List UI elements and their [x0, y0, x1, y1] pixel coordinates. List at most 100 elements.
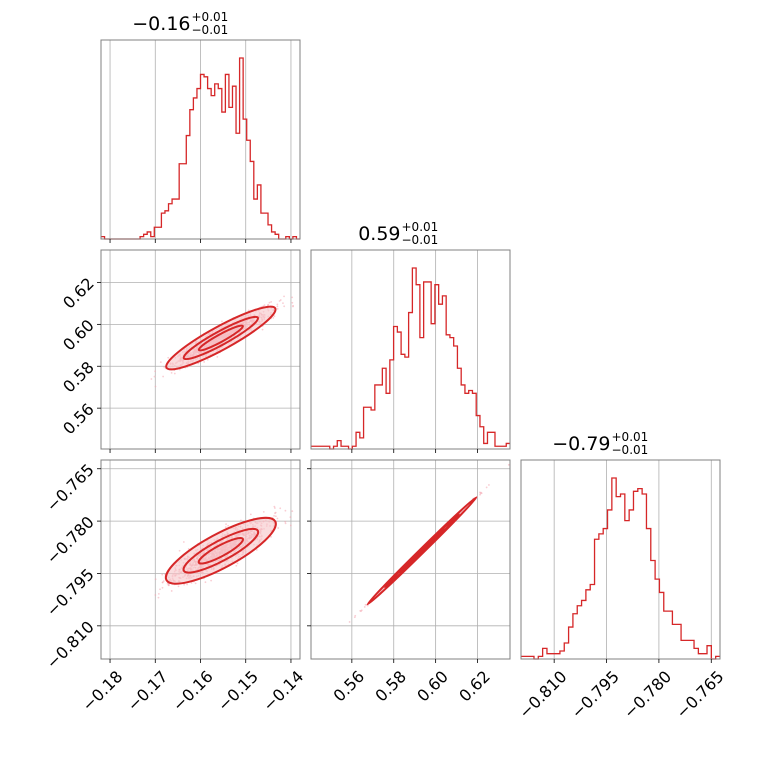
- sample-point: [270, 301, 273, 303]
- sample-point: [224, 526, 227, 529]
- ticks-layer: [97, 239, 712, 663]
- sample-point: [261, 328, 264, 331]
- sample-point: [236, 562, 239, 565]
- sample-point: [235, 564, 238, 567]
- sample-point: [282, 302, 284, 304]
- param-title-lower-2: −0.01: [612, 443, 649, 457]
- y-tick-label: 0.60: [59, 316, 98, 355]
- sample-point: [167, 356, 170, 359]
- x-tick-label: −0.18: [78, 667, 126, 715]
- sample-point: [150, 378, 153, 380]
- x-tick-label: 0.58: [371, 667, 410, 706]
- param-title-value-1: 0.59: [358, 223, 400, 245]
- param-title-value-2: −0.79: [552, 433, 610, 455]
- sample-point: [268, 301, 271, 304]
- sample-point: [276, 308, 279, 310]
- sample-point: [161, 573, 164, 576]
- sample-point: [273, 315, 276, 318]
- param-title-value-0: −0.16: [132, 13, 190, 35]
- sample-point: [262, 510, 265, 513]
- x-tick-label: 0.62: [455, 667, 494, 706]
- sample-point: [289, 516, 292, 519]
- sample-point: [159, 361, 162, 364]
- marks-layer: [101, 57, 720, 660]
- param-title-upper-0: +0.01: [192, 10, 229, 24]
- sample-point: [249, 513, 252, 516]
- sample-point: [284, 522, 287, 525]
- histogram-p0: [101, 57, 300, 240]
- x-tick-label: −0.810: [515, 667, 570, 722]
- sample-point: [197, 362, 200, 365]
- sample-point: [161, 586, 164, 589]
- sample-point: [327, 504, 329, 506]
- sample-point: [170, 371, 173, 374]
- sample-point: [187, 548, 190, 550]
- y-tick-label: −0.765: [43, 460, 98, 515]
- sample-point: [162, 375, 165, 378]
- x-tick-label: −0.15: [214, 667, 262, 715]
- sample-point: [276, 305, 279, 308]
- sample-point: [216, 355, 219, 358]
- pair-2-marks: [348, 463, 510, 623]
- x-tick-label: −0.16: [169, 667, 217, 715]
- sample-point: [270, 535, 272, 538]
- sample-point: [283, 295, 285, 298]
- param-title-upper-1: +0.01: [402, 220, 439, 234]
- sample-point: [364, 603, 367, 606]
- histogram-p1: [311, 267, 510, 450]
- pair-0-marks: [150, 295, 294, 388]
- sample-point: [204, 581, 207, 584]
- x-tick-label: 0.56: [330, 667, 369, 706]
- sample-point: [354, 614, 357, 617]
- sample-point: [167, 584, 170, 587]
- contour-outer: [164, 516, 277, 585]
- sample-point: [247, 309, 250, 312]
- histogram-p2: [521, 477, 720, 660]
- sample-point: [274, 515, 277, 518]
- y-tick-label: 0.58: [59, 358, 98, 397]
- sample-point: [479, 493, 481, 496]
- sample-point: [159, 588, 161, 591]
- sample-point: [274, 512, 276, 515]
- panel-frame-hist-2: [520, 459, 721, 660]
- contour-inner: [197, 536, 244, 565]
- y-tick-label: −0.810: [43, 617, 98, 672]
- sample-point: [507, 463, 510, 466]
- sample-point: [163, 366, 166, 368]
- sample-point: [276, 517, 279, 520]
- sample-point: [225, 523, 227, 526]
- contour-inner: [399, 528, 446, 574]
- contour-inner: [197, 324, 244, 352]
- sample-point: [173, 372, 176, 375]
- sample-point: [263, 304, 266, 306]
- y-tick-label: 0.56: [59, 400, 98, 439]
- sample-point: [194, 582, 197, 585]
- sample-point: [227, 524, 230, 527]
- sample-point: [283, 305, 286, 308]
- x-tick-label: 0.60: [413, 667, 452, 706]
- x-tick-label: −0.17: [123, 667, 171, 715]
- x-tick-label: −0.765: [672, 667, 727, 722]
- sample-point: [154, 385, 157, 388]
- sample-point: [279, 507, 282, 510]
- sample-point: [366, 604, 369, 607]
- sample-point: [277, 527, 280, 529]
- sample-point: [276, 303, 279, 306]
- sample-point: [353, 616, 356, 619]
- sample-point: [166, 582, 169, 585]
- sample-point: [177, 585, 180, 588]
- y-tick-label: 0.62: [59, 274, 98, 313]
- sample-point: [154, 578, 157, 581]
- sample-point: [480, 492, 483, 495]
- sample-point: [284, 509, 287, 512]
- sample-point: [206, 358, 209, 361]
- y-tick-label: −0.795: [43, 565, 98, 620]
- x-tick-label: −0.14: [259, 667, 307, 715]
- sample-point: [154, 370, 156, 373]
- sample-point: [485, 486, 488, 489]
- sample-point: [157, 592, 160, 595]
- sample-point: [203, 361, 206, 363]
- param-title-upper-2: +0.01: [612, 430, 649, 444]
- pair-1-marks: [154, 504, 329, 599]
